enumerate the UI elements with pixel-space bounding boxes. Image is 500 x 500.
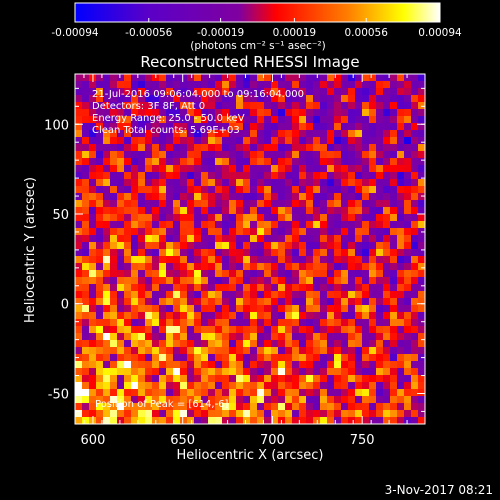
- colorbar-units: (photons cm⁻² s⁻¹ asec⁻²): [190, 40, 325, 52]
- y-tick-label: -50: [48, 387, 69, 402]
- peak-position-label: Position of Peak = [614,-6]: [95, 399, 229, 410]
- colorbar: -0.00094 -0.00056 -0.00019 0.00019 0.00056 0.…: [51, 2, 462, 52]
- colorbar-tick-label: 0.00056: [345, 27, 389, 39]
- timestamp: 3-Nov-2017 08:21: [385, 483, 493, 497]
- colorbar-tick-label: 0.00094: [418, 27, 462, 39]
- heatmap: [75, 74, 425, 424]
- y-tick-label: 50: [52, 208, 69, 223]
- colorbar-ticks: -0.00094 -0.00056 -0.00019 0.00019 0.00056 0.…: [51, 18, 462, 39]
- colorbar-frame: [74, 2, 441, 23]
- info-energy-range: Energy Range: 25.0 - 50.0 keV: [92, 113, 245, 124]
- x-tick-label: 750: [350, 433, 375, 448]
- x-axis-label: Heliocentric X (arcsec): [177, 448, 324, 463]
- x-tick-label: 700: [260, 433, 285, 448]
- y-tick-label: 0: [61, 298, 69, 313]
- colorbar-tick-label: 0.00019: [273, 27, 316, 39]
- plot-frame: [74, 73, 426, 425]
- colorbar-tick-label: -0.00019: [197, 27, 244, 39]
- colorbar-gradient: [75, 3, 440, 22]
- info-time-range: 21-Jul-2016 09:06:04.000 to 09:16:04.000: [92, 89, 304, 100]
- plot-title: Reconstructed RHESSI Image: [140, 53, 359, 71]
- colorbar-tick-label: -0.00094: [51, 27, 99, 39]
- colorbar-tick-label: -0.00056: [125, 27, 173, 39]
- info-detectors: Detectors: 3F 8F, Att 0: [92, 101, 205, 112]
- y-axis-label: Heliocentric Y (arcsec): [23, 177, 38, 323]
- info-total-counts: Clean Total counts: 5.69E+03: [92, 125, 240, 136]
- x-tick-label: 650: [170, 433, 195, 448]
- y-tick-label: 100: [44, 118, 69, 133]
- observation-info: 21-Jul-2016 09:06:04.000 to 09:16:04.000…: [92, 89, 304, 136]
- axis-ticks: 600 650 700 750 -50 0 50 100: [44, 74, 426, 448]
- x-tick-label: 600: [81, 433, 106, 448]
